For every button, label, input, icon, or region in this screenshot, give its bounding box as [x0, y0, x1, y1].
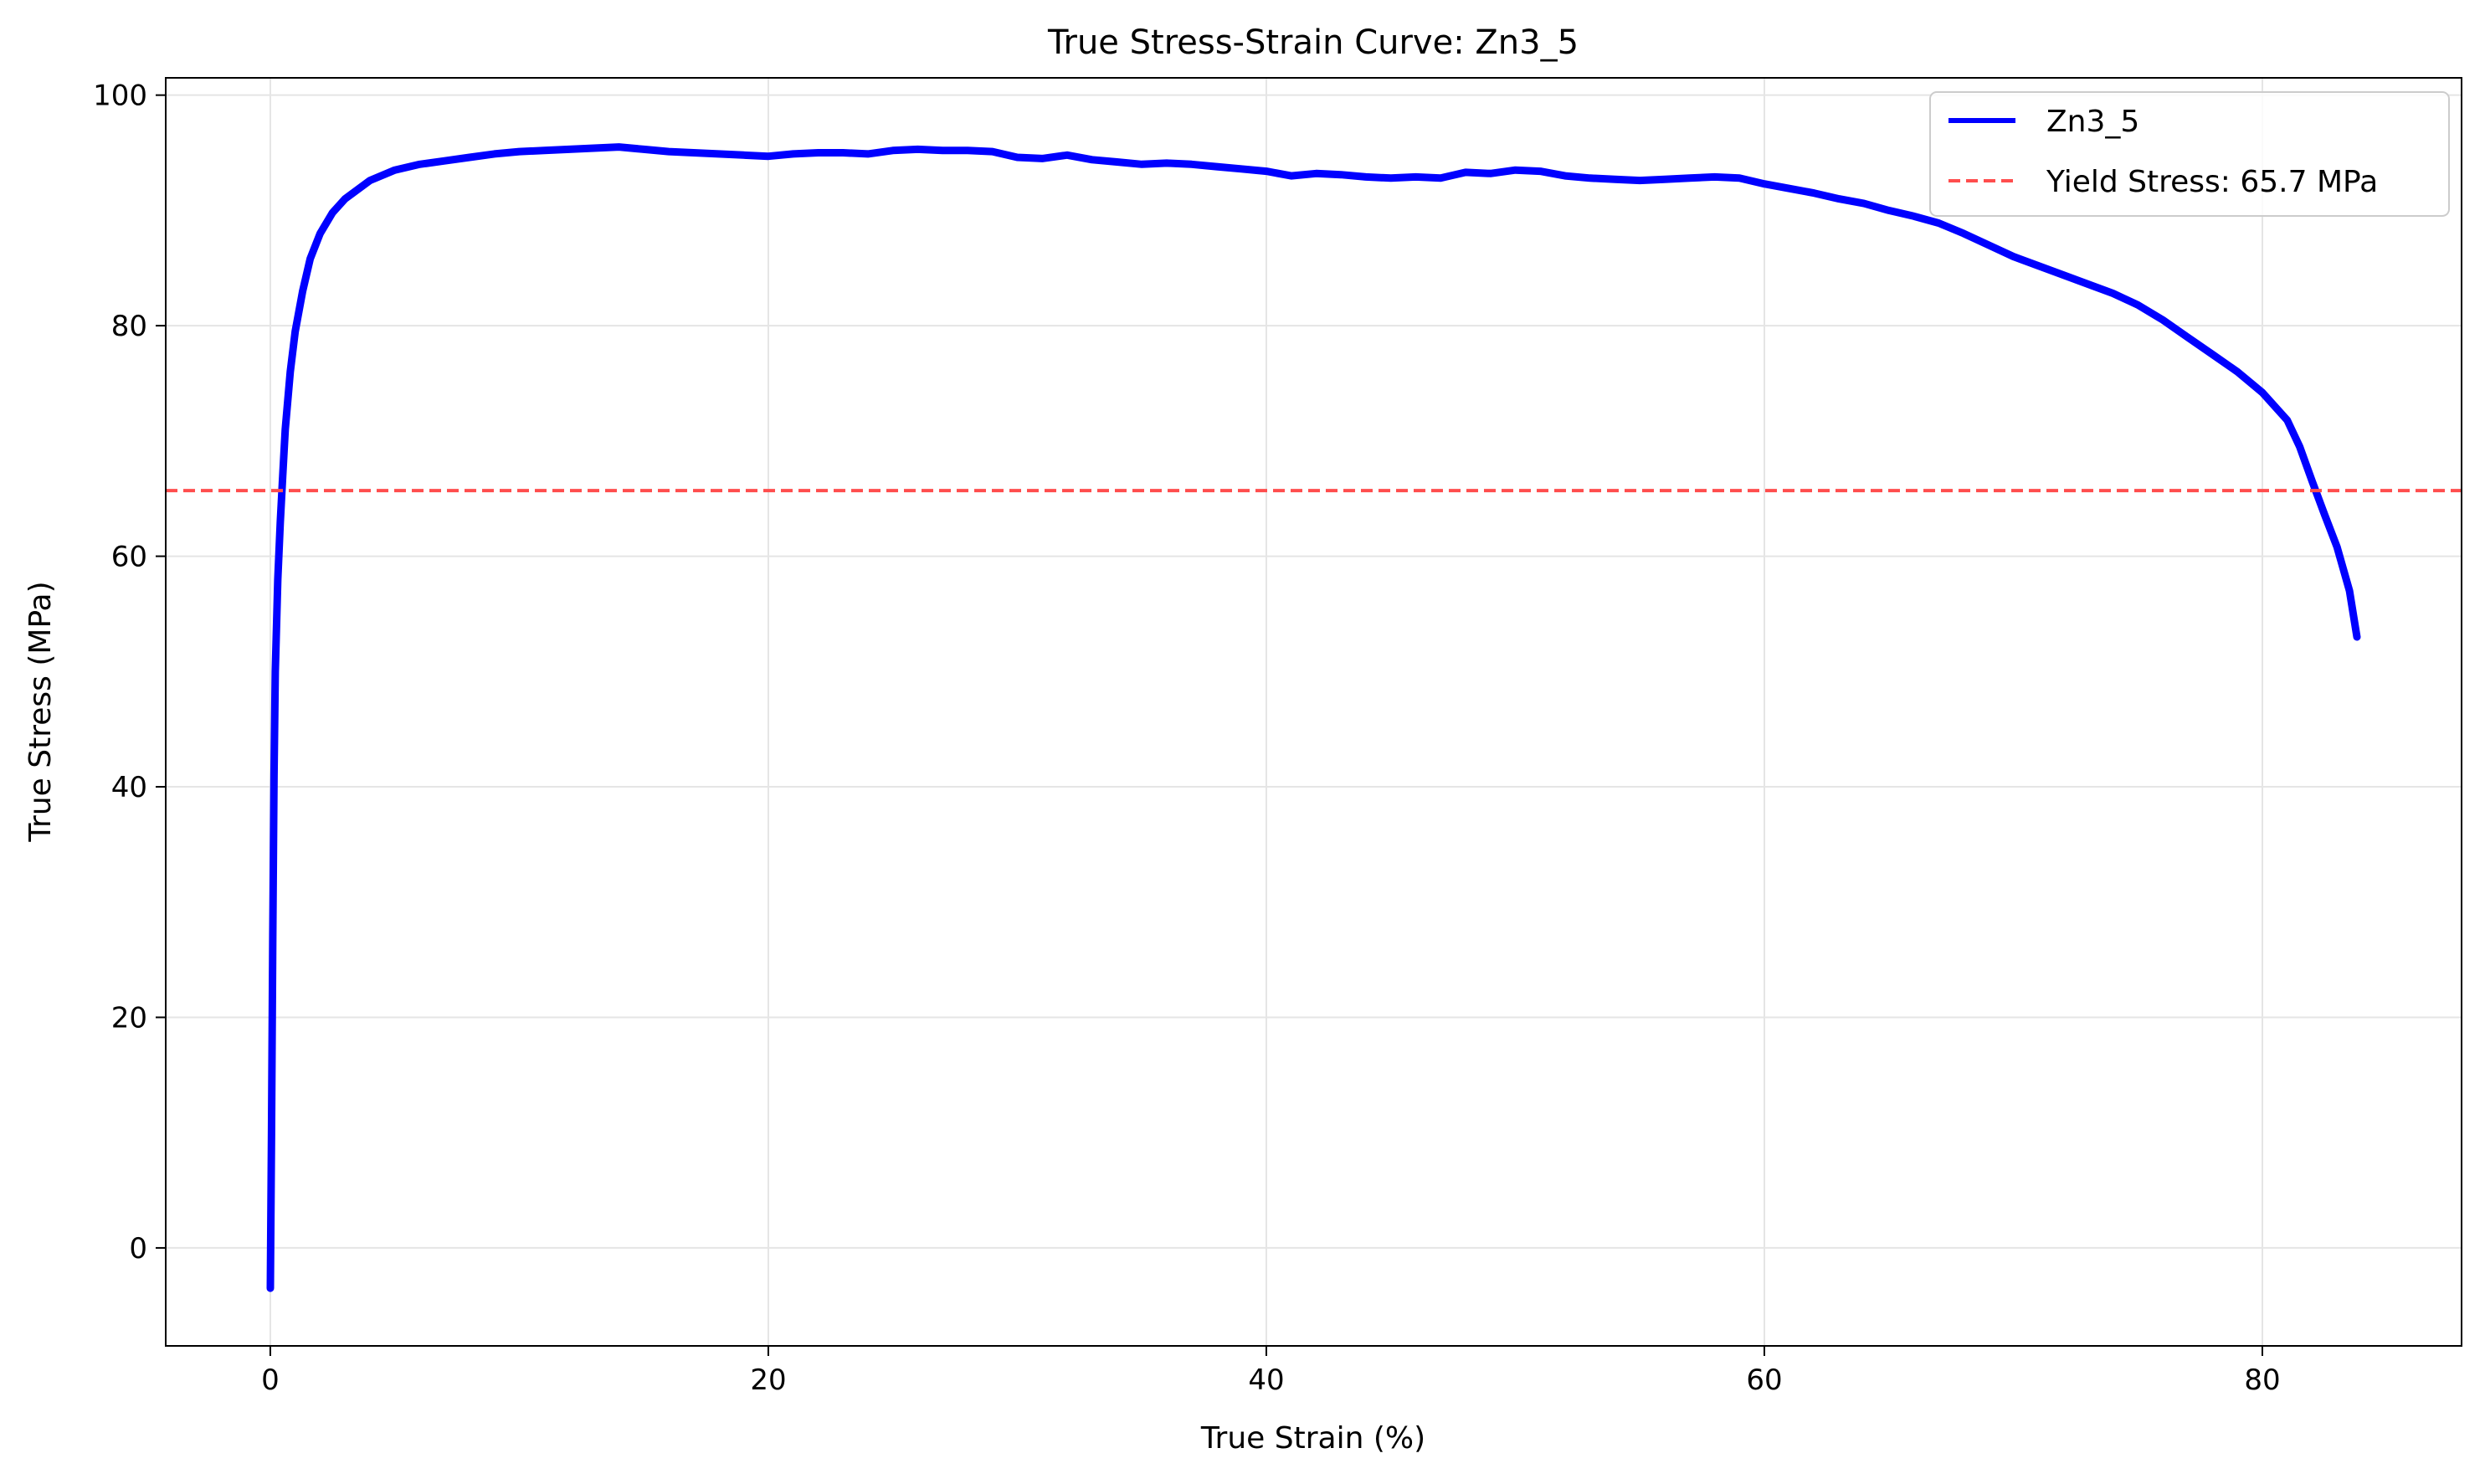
x-tick-label: 80 [2244, 1363, 2280, 1397]
chart-title: True Stress-Strain Curve: Zn3_5 [1047, 23, 1579, 62]
grid [166, 78, 2462, 1346]
x-axis-label: True Strain (%) [1200, 1421, 1425, 1456]
y-tick-label: 100 [93, 80, 147, 113]
series-line-zn3-5 [266, 143, 2361, 1292]
x-tick-label: 40 [1248, 1363, 1284, 1397]
legend-box [1929, 91, 2450, 217]
y-tick-label: 40 [111, 771, 147, 804]
x-tick-label: 0 [261, 1363, 280, 1397]
x-tick-label: 20 [750, 1363, 786, 1397]
legend: Zn3_5 Yield Stress: 65.7 MPa [1929, 91, 2450, 217]
legend-label-series: Zn3_5 [2046, 105, 2139, 139]
y-tick-label: 20 [111, 1001, 147, 1035]
axis-ticks: 0 20 40 60 80 0 20 40 60 80 100 [93, 80, 2281, 1397]
y-tick-label: 80 [111, 310, 147, 343]
y-tick-label: 0 [129, 1232, 147, 1266]
legend-label-yield-stress: Yield Stress: 65.7 MPa [2046, 165, 2378, 199]
plot-area [166, 143, 2462, 1292]
y-axis-label: True Stress (MPa) [23, 581, 58, 842]
y-tick-label: 60 [111, 541, 147, 574]
plot-frame [165, 77, 2462, 1347]
x-tick-label: 60 [1746, 1363, 1782, 1397]
